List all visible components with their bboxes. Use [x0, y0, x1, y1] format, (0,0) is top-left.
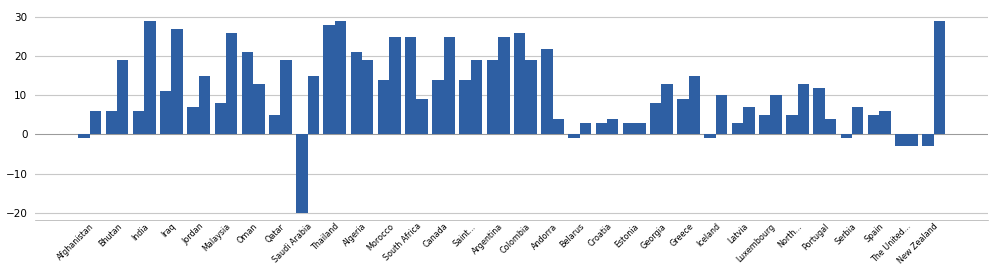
Bar	[117, 60, 128, 134]
Bar	[759, 115, 770, 134]
Bar	[825, 119, 836, 134]
Bar	[226, 33, 238, 134]
Bar	[405, 37, 416, 134]
Bar	[432, 80, 443, 134]
Bar	[105, 111, 117, 134]
Bar	[144, 21, 156, 134]
Bar	[323, 25, 335, 134]
Bar	[133, 111, 144, 134]
Bar	[569, 134, 580, 138]
Bar	[813, 88, 825, 134]
Bar	[623, 123, 634, 134]
Bar	[933, 21, 945, 134]
Bar	[498, 37, 510, 134]
Bar	[852, 107, 864, 134]
Bar	[541, 49, 553, 134]
Bar	[744, 107, 754, 134]
Bar	[416, 99, 428, 134]
Bar	[487, 60, 498, 134]
Bar	[187, 107, 199, 134]
Bar	[307, 76, 319, 134]
Bar	[215, 103, 226, 134]
Bar	[335, 21, 346, 134]
Bar	[253, 84, 264, 134]
Bar	[868, 115, 880, 134]
Bar	[362, 60, 374, 134]
Bar	[514, 33, 526, 134]
Bar	[705, 134, 716, 138]
Bar	[841, 134, 852, 138]
Bar	[677, 99, 689, 134]
Bar	[732, 123, 744, 134]
Bar	[634, 123, 646, 134]
Bar	[526, 60, 537, 134]
Bar	[296, 134, 307, 212]
Bar	[280, 60, 292, 134]
Bar	[661, 84, 673, 134]
Bar	[880, 111, 891, 134]
Bar	[786, 115, 797, 134]
Bar	[199, 76, 210, 134]
Bar	[89, 111, 101, 134]
Bar	[716, 95, 728, 134]
Bar	[607, 119, 618, 134]
Bar	[269, 115, 280, 134]
Bar	[650, 103, 661, 134]
Bar	[351, 52, 362, 134]
Bar	[242, 52, 253, 134]
Bar	[689, 76, 700, 134]
Bar	[553, 119, 564, 134]
Bar	[79, 134, 89, 138]
Bar	[160, 92, 172, 134]
Bar	[378, 80, 390, 134]
Bar	[443, 37, 455, 134]
Bar	[797, 84, 809, 134]
Bar	[907, 134, 917, 146]
Bar	[595, 123, 607, 134]
Bar	[172, 29, 183, 134]
Bar	[459, 80, 471, 134]
Bar	[390, 37, 401, 134]
Bar	[471, 60, 482, 134]
Bar	[922, 134, 933, 146]
Bar	[770, 95, 782, 134]
Bar	[895, 134, 907, 146]
Bar	[580, 123, 591, 134]
